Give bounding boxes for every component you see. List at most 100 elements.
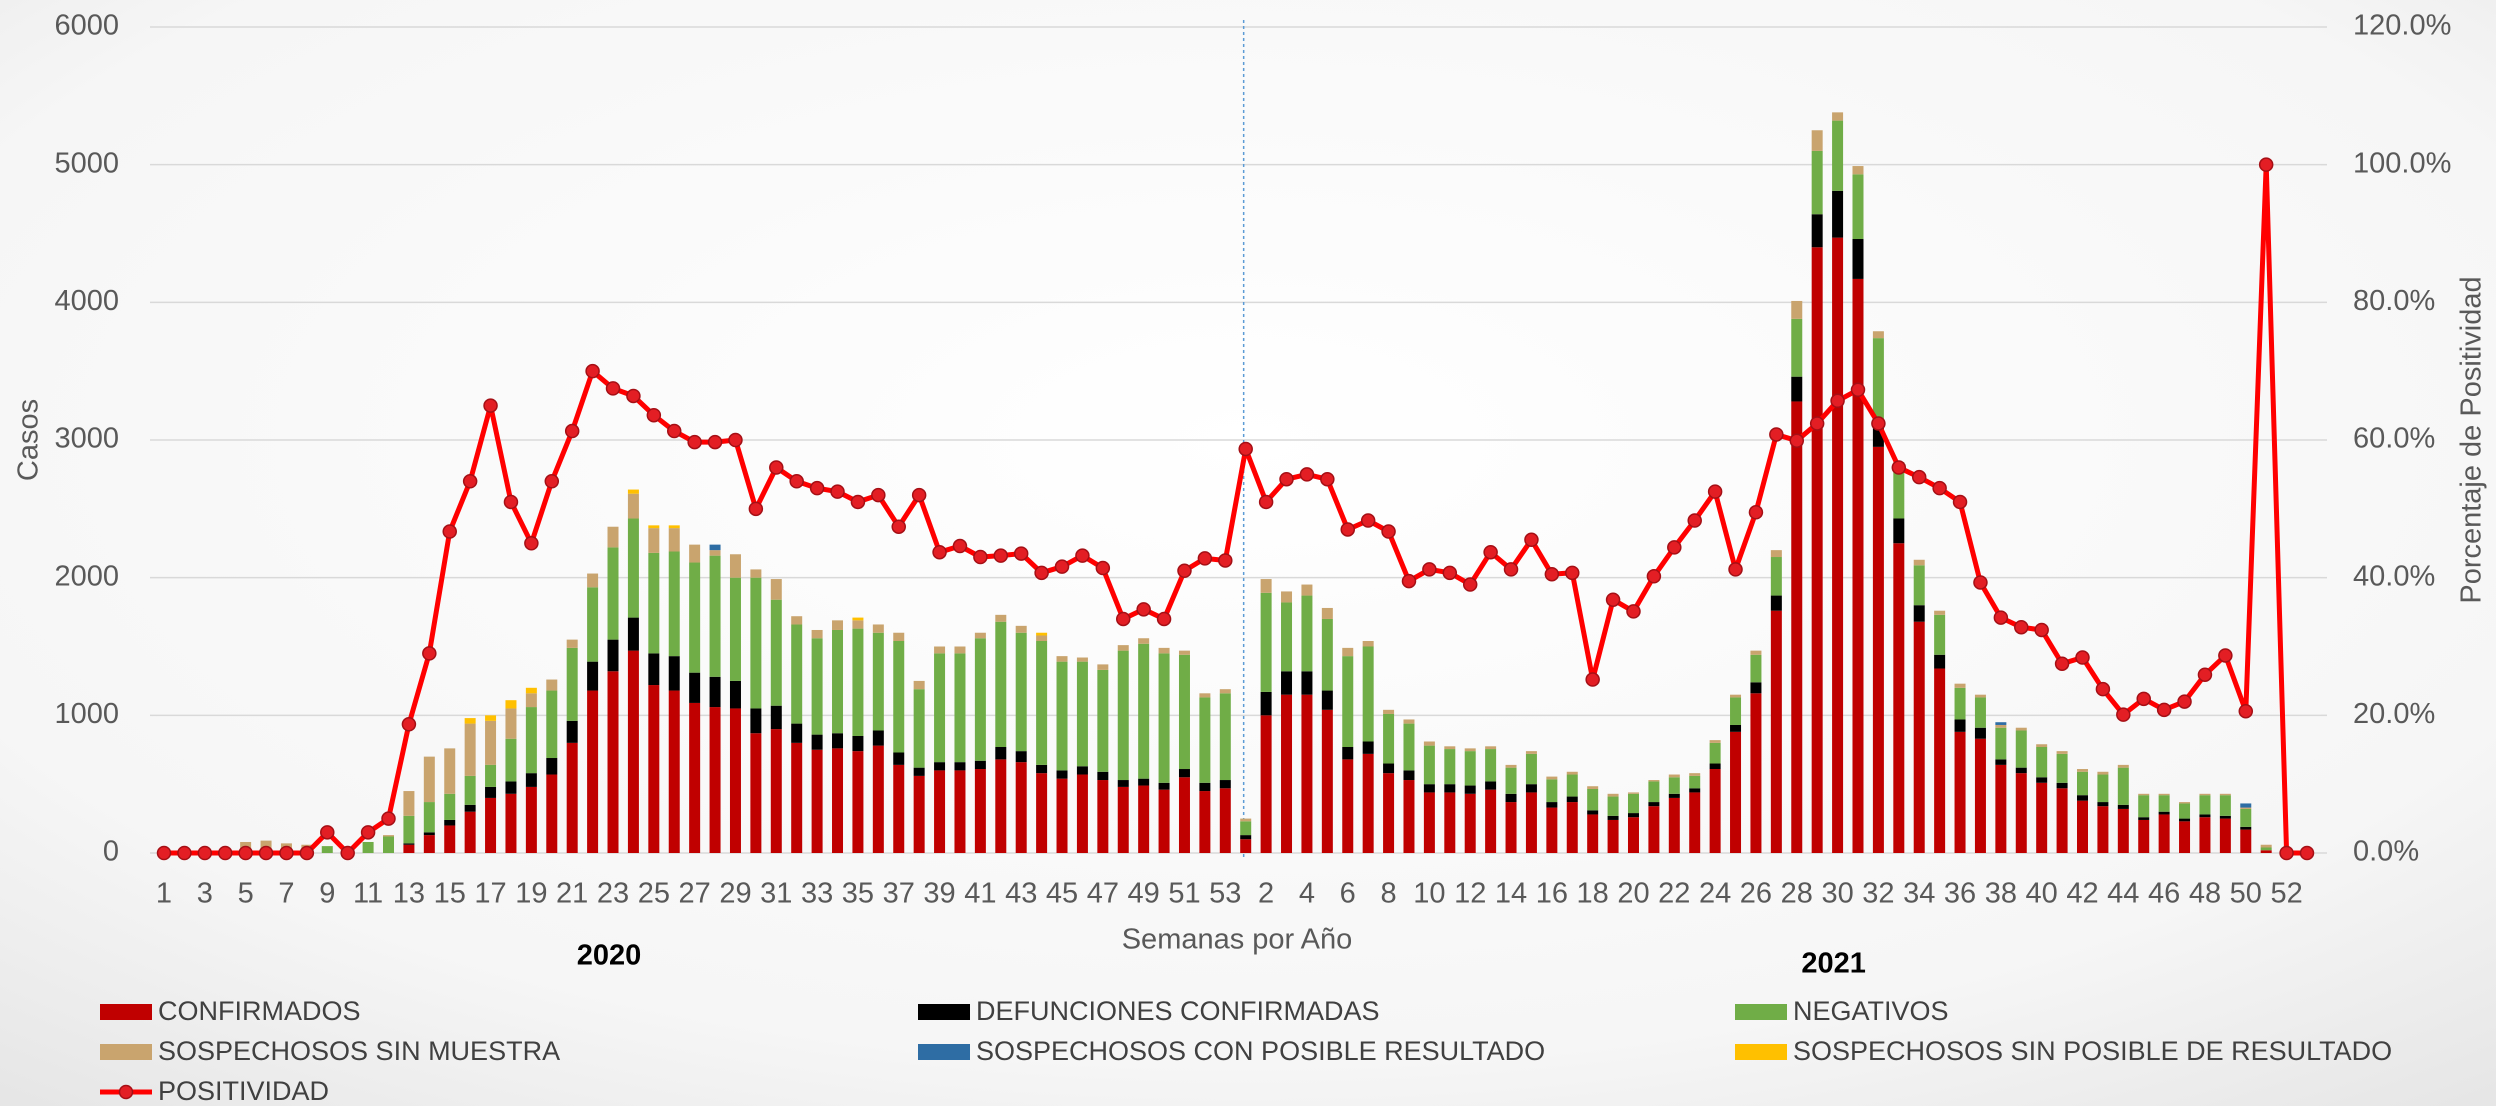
bar-segment (648, 528, 660, 553)
bar-segment (2097, 771, 2109, 775)
bar-segment (2179, 818, 2191, 822)
legend-label: DEFUNCIONES CONFIRMADAS (976, 996, 1380, 1026)
bar-segment (1872, 446, 1884, 853)
bar-segment (1260, 691, 1272, 716)
x-tick-label: 4 (1299, 878, 1315, 910)
line-marker (1054, 559, 1070, 574)
bar-segment (2097, 774, 2109, 803)
y-tick-label: 0 (103, 836, 119, 868)
bar-segment (1056, 778, 1068, 853)
bar-segment (1138, 638, 1150, 644)
bar-segment (362, 841, 374, 853)
x-tick-label: 32 (1862, 878, 1894, 910)
bar-segment (811, 734, 823, 750)
bar-segment (1383, 709, 1395, 714)
x-tick-label: 53 (1209, 878, 1241, 910)
y2-tick-label: 60.0% (2353, 423, 2435, 455)
bar-segment (1117, 780, 1129, 787)
legend-swatch (918, 1004, 970, 1020)
bar-segment (2158, 795, 2170, 812)
line-marker (1034, 565, 1049, 581)
bar-segment (1158, 647, 1170, 654)
bar-segment (1383, 763, 1395, 774)
line-marker (197, 845, 213, 861)
bar-segment (2219, 815, 2231, 819)
bar-segment (1770, 550, 1782, 558)
y2-tick-label: 100.0% (2353, 147, 2451, 179)
bar-segment (1607, 796, 1619, 816)
line-marker (258, 845, 274, 861)
y2-tick-label: 120.0% (2353, 10, 2451, 42)
bar-segment (1730, 731, 1742, 853)
line-marker (1769, 427, 1784, 442)
bar-segment (2179, 803, 2191, 819)
bar-segment (1791, 401, 1803, 853)
bar-segment (1872, 419, 1884, 447)
line-marker (564, 423, 580, 439)
bar-segment (709, 550, 721, 556)
x-tick-label: 1 (156, 878, 172, 910)
bar-segment (423, 832, 435, 836)
legend-label: SOSPECHOSOS SIN MUESTRA (158, 1036, 560, 1066)
bar-segment (729, 680, 741, 709)
line-marker (1993, 610, 2009, 625)
bar-segment (1913, 565, 1925, 606)
y-tick-label: 6000 (54, 10, 119, 42)
bar-segment (1138, 778, 1150, 786)
bar-segment (505, 708, 517, 739)
line-marker (1789, 433, 1805, 448)
bar-segment (1321, 618, 1333, 691)
bar-segment (566, 742, 578, 853)
bar-segment (423, 756, 435, 803)
line-marker (217, 845, 233, 861)
bar-segment (2056, 751, 2068, 754)
bar-segment (729, 554, 741, 578)
bar-segment (2199, 814, 2211, 818)
bar-segment (2076, 795, 2088, 801)
bar-segment (1178, 654, 1190, 770)
line-marker (360, 825, 376, 840)
bar-segment (1117, 645, 1129, 651)
bar-segment (525, 773, 537, 787)
legend-label: POSITIVIDAD (158, 1076, 329, 1106)
bar-segment (403, 791, 415, 816)
line-marker (1728, 562, 1743, 577)
bar-segment (668, 656, 680, 691)
bar-segment (2117, 804, 2129, 809)
bar-segment (1668, 793, 1680, 798)
bar-segment (2260, 850, 2272, 853)
legend-label: SOSPECHOSOS SIN POSIBLE DE RESULTADO (1793, 1036, 2392, 1066)
bar-segment (1934, 614, 1946, 655)
bar-segment (1689, 792, 1701, 853)
x-tick-label: 16 (1536, 878, 1568, 910)
bar-segment (1566, 774, 1578, 797)
bar-segment (832, 748, 844, 853)
line-marker (1422, 562, 1437, 577)
bar-segment (485, 715, 497, 721)
bar-segment (546, 758, 558, 775)
bar-segment (1832, 112, 1844, 121)
y-axis-title: Casos (13, 399, 45, 481)
line-marker (156, 845, 172, 861)
bar-segment (1587, 814, 1599, 853)
bar-segment (1995, 759, 2007, 765)
bar-segment (648, 685, 660, 853)
line-marker (2034, 622, 2049, 638)
line-marker (1585, 672, 1600, 687)
bar-segment (1627, 793, 1639, 814)
bar-segment (1730, 697, 1742, 725)
bar-segment (607, 547, 619, 640)
bar-segment (1178, 777, 1190, 853)
bar-segment (1770, 557, 1782, 596)
bar-segment (2097, 806, 2109, 853)
bar-segment (770, 579, 782, 600)
bar-segment (1607, 793, 1619, 797)
bar-segment (1260, 715, 1272, 853)
bar-segment (1015, 632, 1027, 752)
bar-segment (525, 687, 537, 694)
bar-segment (1750, 693, 1762, 853)
bar-segment (689, 672, 701, 703)
bar-segment (1546, 779, 1558, 803)
bar-segment (2097, 802, 2109, 807)
